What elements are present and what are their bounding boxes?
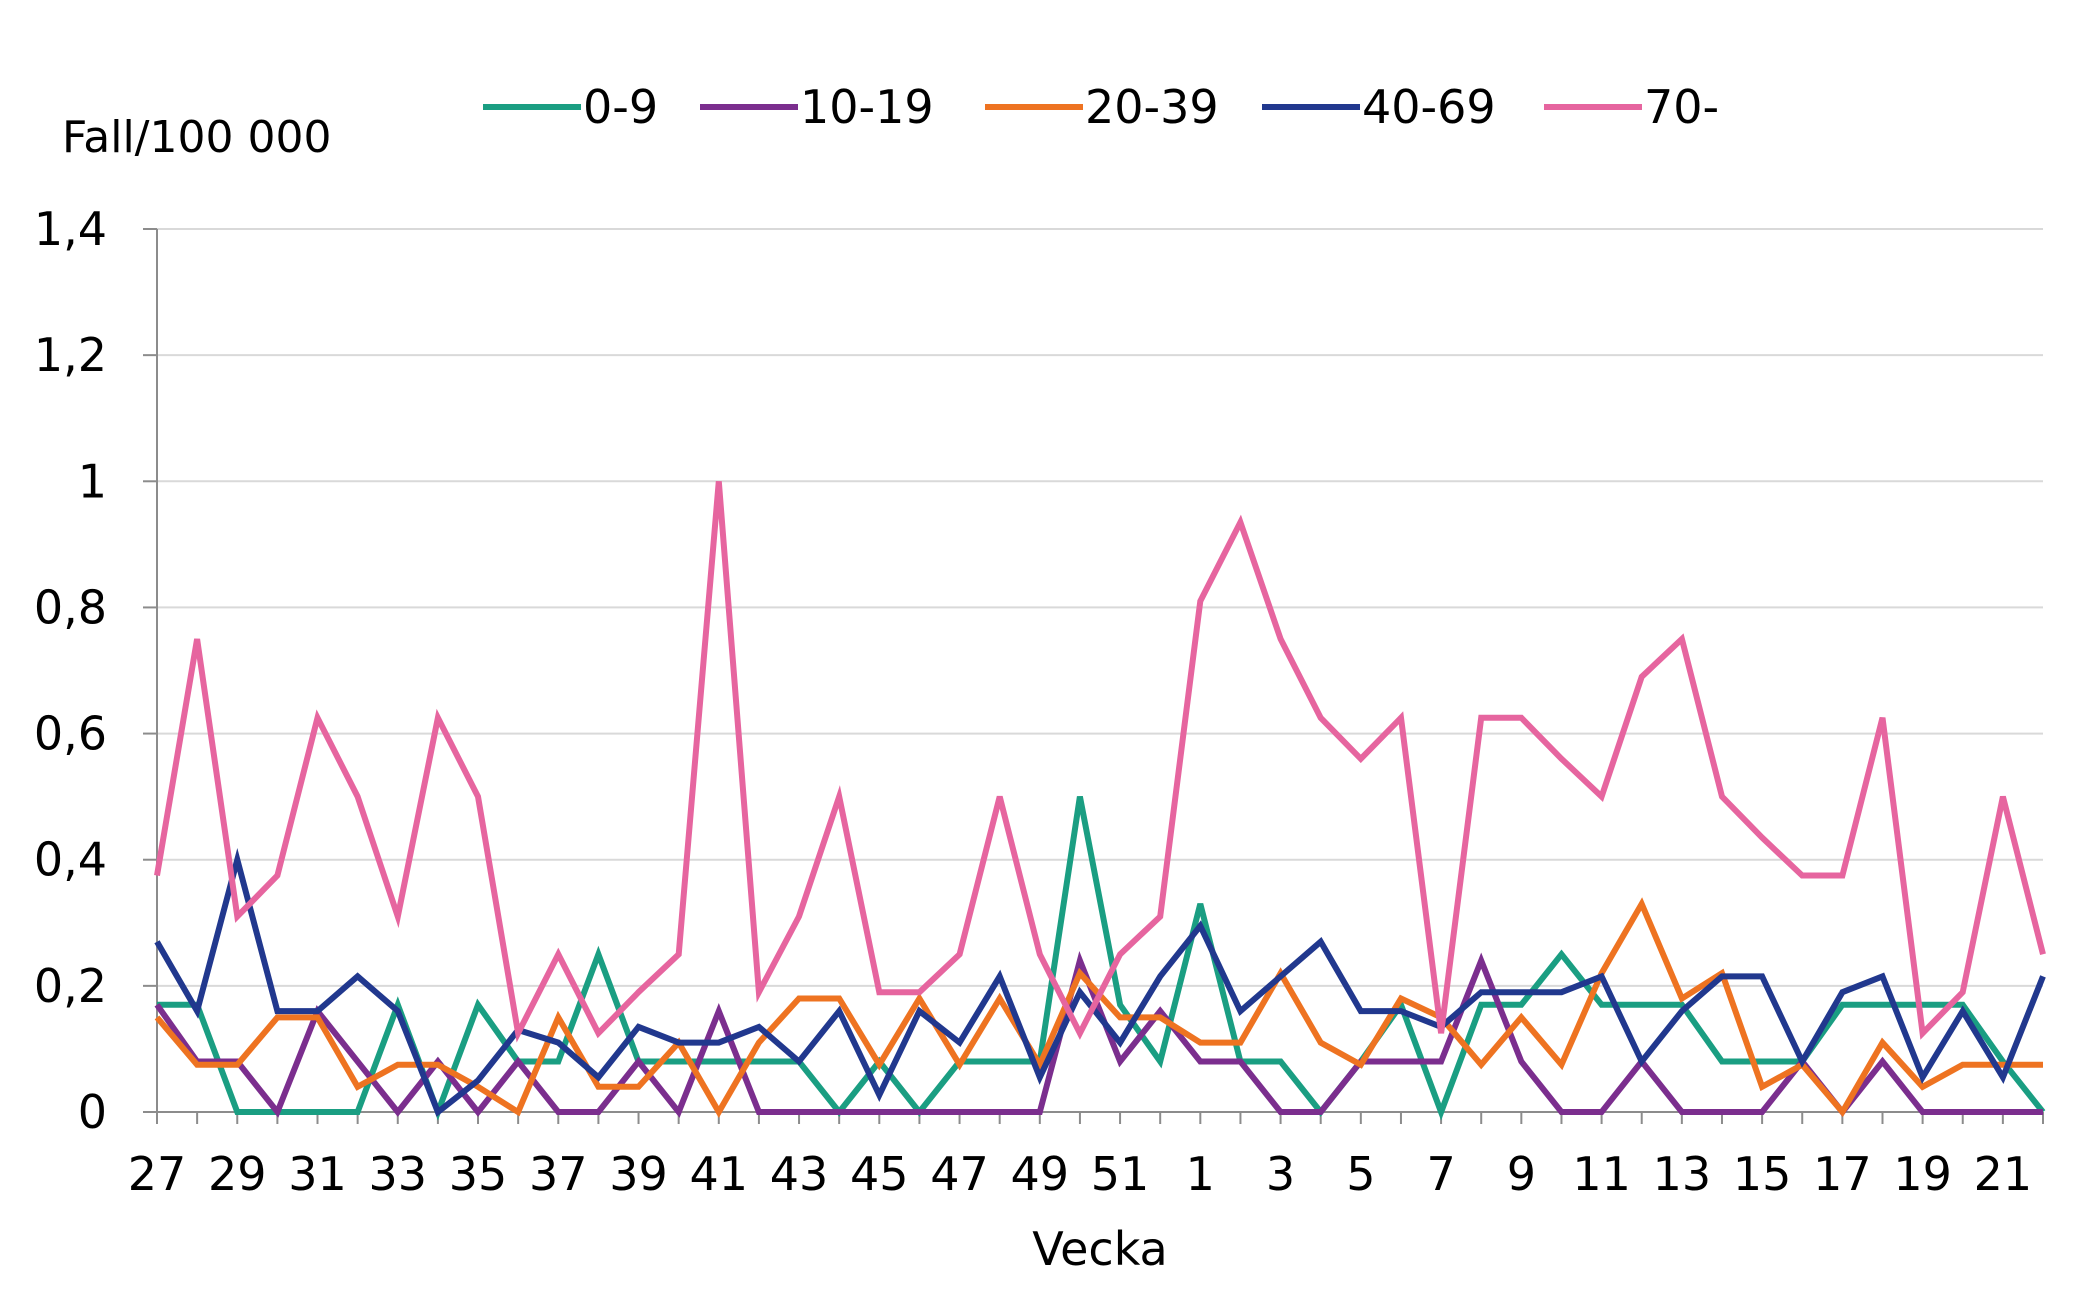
y-tick-label: 0,2 xyxy=(34,959,107,1013)
x-tick-label: 27 xyxy=(128,1147,187,1201)
x-tick-label: 21 xyxy=(1974,1147,2033,1201)
x-tick-label: 33 xyxy=(368,1147,427,1201)
x-tick-label: 5 xyxy=(1346,1147,1375,1201)
y-tick-label: 0,8 xyxy=(34,580,107,634)
x-tick-label: 31 xyxy=(288,1147,347,1201)
x-tick-label: 13 xyxy=(1653,1147,1712,1201)
axes xyxy=(156,229,2043,1113)
gridlines xyxy=(143,228,2043,1113)
x-tick-labels: 27 29 31 33 35 37 39 41 43 45 47 49 51 1 3 5 7 9 11 13 15 17 1… xyxy=(128,1112,2044,1201)
legend-label: 10-19 xyxy=(800,80,934,134)
series-line-70 xyxy=(154,481,2046,1043)
y-tick-label: 1 xyxy=(78,454,107,508)
legend-item-20-39: 20-39 xyxy=(985,80,1219,134)
x-tick-label: 17 xyxy=(1813,1147,1872,1201)
x-tick-label: 51 xyxy=(1091,1147,1150,1201)
y-axis-title: Fall/100 000 xyxy=(62,112,331,163)
legend-label: 70- xyxy=(1644,80,1719,134)
y-tick-label: 0,6 xyxy=(34,707,107,761)
series-lines xyxy=(154,481,2046,1121)
legend-label: 20-39 xyxy=(1085,80,1219,134)
legend-label: 40-69 xyxy=(1362,80,1496,134)
x-tick-label: 11 xyxy=(1572,1147,1631,1201)
y-tick-label: 0 xyxy=(78,1085,107,1139)
series-line-0-9 xyxy=(157,796,2046,1121)
x-tick-label: 49 xyxy=(1011,1147,1070,1201)
legend-item-40-69: 40-69 xyxy=(1262,80,1496,134)
x-tick-label: 15 xyxy=(1733,1147,1792,1201)
x-tick-label: 37 xyxy=(529,1147,588,1201)
x-tick-label: 1 xyxy=(1186,1147,1215,1201)
x-tick-label: 45 xyxy=(850,1147,909,1201)
x-tick-label: 41 xyxy=(690,1147,749,1201)
x-tick-label: 9 xyxy=(1507,1147,1536,1201)
x-tick-label: 39 xyxy=(609,1147,668,1201)
x-tick-label: 35 xyxy=(449,1147,508,1201)
x-tick-label: 7 xyxy=(1426,1147,1455,1201)
x-tick-label: 3 xyxy=(1266,1147,1295,1201)
x-tick-label: 19 xyxy=(1893,1147,1952,1201)
x-tick-label: 47 xyxy=(930,1147,989,1201)
legend-label: 0-9 xyxy=(583,80,658,134)
legend-item-10-19: 10-19 xyxy=(700,80,934,134)
y-tick-label: 0,4 xyxy=(34,833,107,887)
x-axis-title: Vecka xyxy=(1032,1222,1168,1276)
legend-item-70: 70- xyxy=(1544,80,1719,134)
x-tick-label: 43 xyxy=(770,1147,829,1201)
legend-item-0-9: 0-9 xyxy=(483,80,658,134)
x-tick-label: 29 xyxy=(208,1147,267,1201)
legend: 0-9 10-19 20-39 40-69 70- xyxy=(483,80,1719,134)
series-line-40-69 xyxy=(154,847,2046,1117)
y-tick-labels: 0 0,2 0,4 0,6 0,8 1 1,2 1,4 xyxy=(34,202,107,1139)
y-tick-label: 1,2 xyxy=(34,328,107,382)
series-line-10-19 xyxy=(154,951,2043,1118)
y-tick-label: 1,4 xyxy=(34,202,107,256)
